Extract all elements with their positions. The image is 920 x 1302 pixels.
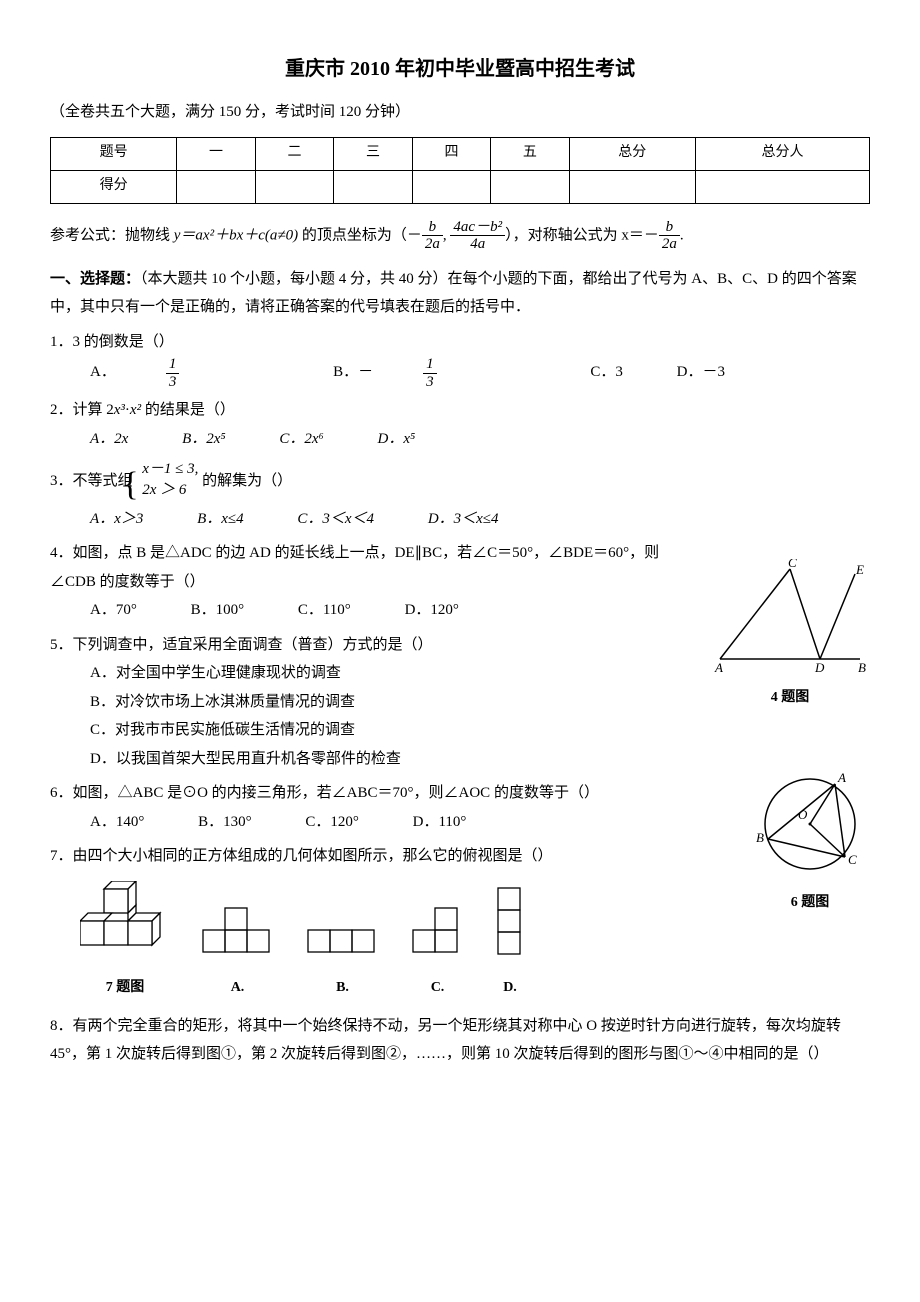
q7-optB-fig: B.	[305, 906, 380, 1002]
question-6: 6．如图，△ABC 是⊙O 的内接三角形，若∠ABC＝70°，则∠AOC 的度数…	[50, 779, 870, 836]
q7-labelC: C.	[410, 975, 465, 1002]
q3-stem: 3．不等式组 x－1 ≤ 3, 2x ＞ 6 的解集为（）	[50, 459, 870, 505]
cell-blank	[695, 170, 869, 203]
formula-mid1: 的顶点坐标为（	[302, 227, 407, 243]
frac1: b2a	[422, 219, 443, 253]
cubes-3d-icon	[80, 881, 170, 961]
q7-labelA: A.	[200, 975, 275, 1002]
svg-text:E: E	[855, 562, 864, 577]
row2-label: 得分	[51, 170, 177, 203]
option-b-icon	[305, 906, 380, 961]
subtitle: （全卷共五个大题，满分 150 分，考试时间 120 分钟）	[50, 98, 870, 127]
q3-optC: C．3＜x＜4	[297, 505, 374, 534]
q2-optB: B．2x⁵	[182, 425, 226, 454]
q2-optA: A．2x	[90, 425, 128, 454]
cell-blank	[255, 170, 333, 203]
cell-blank	[569, 170, 695, 203]
section1-title: 一、选择题：	[50, 271, 140, 287]
option-d-icon	[495, 886, 525, 961]
q6-optC: C．120°	[305, 808, 359, 837]
q7-optC-fig: C.	[410, 906, 465, 1002]
page-title: 重庆市 2010 年初中毕业暨高中招生考试	[50, 50, 870, 88]
q6-stem: 6．如图，△ABC 是⊙O 的内接三角形，若∠ABC＝70°，则∠AOC 的度数…	[50, 779, 730, 808]
q4-optA: A．70°	[90, 596, 137, 625]
th-4: 四	[412, 137, 490, 170]
cell-blank	[177, 170, 255, 203]
q1-stem: 1．3 的倒数是（）	[50, 328, 870, 357]
q5-stem: 5．下列调查中，适宜采用全面调查（普查）方式的是（）	[50, 631, 700, 660]
q1-optA: A．13	[90, 356, 279, 390]
cell-blank	[412, 170, 490, 203]
frac2: 4ac－b²4a	[450, 219, 505, 253]
q3-optD: D．3＜x≤4	[428, 505, 499, 534]
formula-end: .	[680, 227, 684, 243]
q7-labelD: D.	[495, 975, 525, 1002]
q7-main-figure: 7 题图	[80, 881, 170, 1002]
q2-optD: D．x⁵	[378, 425, 416, 454]
score-table: 题号 一 二 三 四 五 总分 总分人 得分	[50, 137, 870, 204]
q5-optB: B．对冷饮市场上冰淇淋质量情况的调查	[90, 688, 700, 717]
question-8: 8．有两个完全重合的矩形，将其中一个始终保持不动，另一个矩形绕其对称中心 O 按…	[50, 1012, 870, 1069]
section1-intro: 一、选择题：（本大题共 10 个小题，每小题 4 分，共 40 分）在每个小题的…	[50, 265, 870, 322]
q6-optD: D．110°	[413, 808, 467, 837]
cell-blank	[491, 170, 569, 203]
q2-optC: C．2x⁶	[279, 425, 323, 454]
formula-pre: 参考公式：抛物线	[50, 227, 174, 243]
cell-blank	[334, 170, 412, 203]
q7-optD-fig: D.	[495, 886, 525, 1002]
section1-desc: （本大题共 10 个小题，每小题 4 分，共 40 分）在每个小题的下面，都给出…	[50, 271, 857, 316]
question-2: 2．计算 2x³·x² 的结果是（） A．2x B．2x⁵ C．2x⁶ D．x⁵	[50, 396, 870, 453]
q5-optD: D．以我国首架大型民用直升机各零部件的检查	[90, 745, 700, 774]
th-3: 三	[334, 137, 412, 170]
question-3: 3．不等式组 x－1 ≤ 3, 2x ＞ 6 的解集为（） A．x＞3 B．x≤…	[50, 459, 870, 533]
q4-optD: D．120°	[405, 596, 459, 625]
th-1: 一	[177, 137, 255, 170]
q7-fig-label: 7 题图	[80, 975, 170, 1002]
question-5: 5．下列调查中，适宜采用全面调查（普查）方式的是（） A．对全国中学生心理健康现…	[50, 631, 870, 774]
q8-stem: 8．有两个完全重合的矩形，将其中一个始终保持不动，另一个矩形绕其对称中心 O 按…	[50, 1012, 870, 1069]
q2-stem: 2．计算 2x³·x² 的结果是（）	[50, 396, 870, 425]
q5-optC: C．对我市市民实施低碳生活情况的调查	[90, 716, 700, 745]
th-2: 二	[255, 137, 333, 170]
q4-optB: B．100°	[191, 596, 245, 625]
question-1: 1．3 的倒数是（） A．13 B．－13 C．3 D．－3	[50, 328, 870, 391]
question-7: 7．由四个大小相同的正方体组成的几何体如图所示，那么它的俯视图是（） 7 题图	[50, 842, 870, 1002]
th-5: 五	[491, 137, 569, 170]
question-4: 4．如图，点 B 是△ADC 的边 AD 的延长线上一点，DE∥BC，若∠C＝5…	[50, 539, 870, 625]
th-6: 总分	[569, 137, 695, 170]
option-c-icon	[410, 906, 465, 961]
q1-optB: B．－13	[333, 356, 537, 390]
q1-optD: D．－3	[677, 358, 725, 387]
q4-optC: C．110°	[298, 596, 351, 625]
formula-comma: ,	[443, 227, 447, 243]
brace-icon: x－1 ≤ 3, 2x ＞ 6	[136, 459, 198, 505]
svg-text:A: A	[837, 770, 846, 785]
q7-stem: 7．由四个大小相同的正方体组成的几何体如图所示，那么它的俯视图是（）	[50, 842, 870, 871]
q4-stem: 4．如图，点 B 是△ADC 的边 AD 的延长线上一点，DE∥BC，若∠C＝5…	[50, 539, 700, 596]
q1-optC: C．3	[590, 358, 623, 387]
svg-text:C: C	[788, 559, 797, 570]
th-0: 题号	[51, 137, 177, 170]
th-7: 总分人	[695, 137, 869, 170]
q3-optB: B．x≤4	[197, 505, 244, 534]
formula-eq: y＝ax²＋bx＋c(a≠0)	[174, 227, 298, 243]
q7-labelB: B.	[305, 975, 380, 1002]
reference-formula: 参考公式：抛物线 y＝ax²＋bx＋c(a≠0) 的顶点坐标为（－b2a, 4a…	[50, 219, 870, 253]
q7-optA-fig: A.	[200, 906, 275, 1002]
svg-text:O: O	[798, 807, 808, 822]
q6-optA: A．140°	[90, 808, 144, 837]
q6-optB: B．130°	[198, 808, 252, 837]
formula-mid2: ），对称轴公式为 x＝	[505, 227, 644, 243]
option-a-icon	[200, 906, 275, 961]
frac3: b2a	[659, 219, 680, 253]
q5-optA: A．对全国中学生心理健康现状的调查	[90, 659, 700, 688]
